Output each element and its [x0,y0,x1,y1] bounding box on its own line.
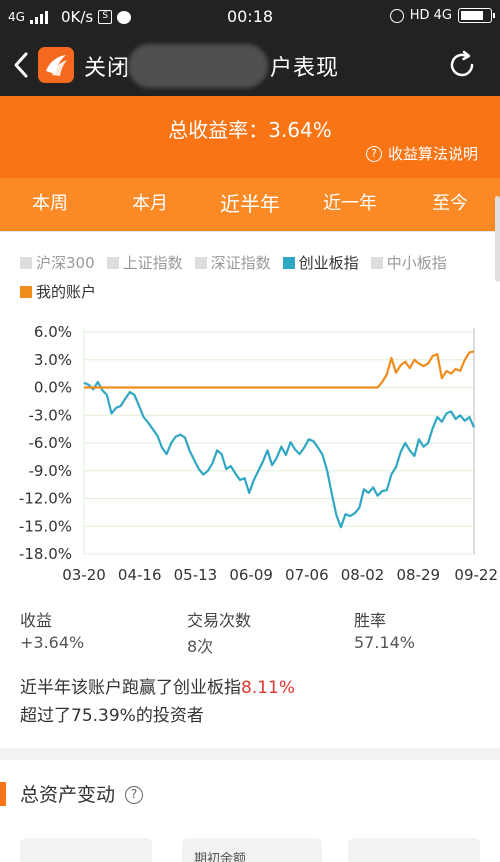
network-type: 4G [8,10,25,24]
legend-swatch [20,256,32,269]
legend-item-shenzhen[interactable]: 深证指数 [194,252,271,273]
status-right: HD 4G [389,8,495,23]
x-tick-label: 03-20 [62,566,106,584]
section-title: 总资产变动 [20,784,116,806]
y-tick-label: -18.0% [19,545,72,563]
tab-year[interactable]: 近一年 [323,193,377,214]
stat-profit: 收益 +3.64% [20,607,187,657]
return-chart-svg: 6.0% 3.0% 0.0% -3.0% -6.0% -9.0% -12.0% -15.0% -… [19,323,498,584]
y-tick-label: -3.0% [28,406,72,424]
chart-legend: 沪深300 上证指数 深证指数 创业板指 中小板指 我的账户 [20,252,490,310]
percentile-line: 超过了75.39%的投资者 [20,706,204,726]
refresh-icon[interactable] [446,49,478,81]
asset-card[interactable] [20,838,152,862]
page-title-start: 关闭 [84,56,131,81]
legend-item-sme[interactable]: 中小板指 [370,252,447,273]
stat-winrate-label: 胜率 [354,611,387,630]
asset-card-opening-balance[interactable]: 期初余额 [182,838,322,862]
x-tick-label: 09-22 [454,566,498,584]
y-tick-label: -15.0% [19,517,72,535]
stat-profit-value: +3.64% [20,633,85,652]
legend-label: 我的账户 [36,283,97,301]
legend-item-my-account[interactable]: 我的账户 [20,281,96,302]
y-tick-label: 3.0% [34,351,72,369]
tab-month[interactable]: 本月 [132,193,168,214]
asset-card[interactable] [348,838,480,862]
chevron-left-icon[interactable] [10,48,32,82]
legend-label: 沪深300 [36,254,95,272]
y-tick-label: -6.0% [28,434,72,452]
legend-item-shanghai[interactable]: 上证指数 [106,252,183,273]
app-header: 关闭 户表现 [0,34,500,96]
scroll-edge [495,196,500,282]
legend-swatch [370,256,383,269]
x-tick-label: 07-06 [285,566,329,584]
legend-item-hs300[interactable]: 沪深300 [20,252,95,273]
legend-swatch [106,256,119,269]
series-line-my-account [84,350,475,389]
legend-label: 深证指数 [210,254,271,272]
asset-cards: 期初余额 [0,838,500,862]
legend-item-chinext[interactable]: 创业板指 [282,252,359,273]
total-return: 总收益率：3.64% [168,118,332,142]
tab-week[interactable]: 本周 [32,193,68,214]
x-tick-label: 08-29 [396,566,440,584]
account-stats: 收益 +3.64% 交易次数 8次 胜率 57.14% [20,607,490,657]
legend-label: 创业板指 [298,254,359,272]
legend-swatch [194,256,207,269]
outperform-line: 近半年该账户跑赢了创业板指8.11% [20,674,295,702]
y-tick-label: -9.0% [28,462,72,480]
return-summary: 总收益率：3.64% ? 收益算法说明 [0,96,500,178]
total-assets-section-header: 总资产变动 ? [0,778,500,810]
return-algorithm-label: 收益算法说明 [387,145,478,163]
status-bar: 4G 0K/s S 00:18 HD 4G [0,0,500,34]
y-tick-label: 0.0% [34,379,72,397]
period-tabs: 本周 本月 近半年 近一年 至今 [0,178,500,232]
message-icon [117,10,132,24]
opening-balance-label: 期初余额 [194,852,247,862]
stat-trades: 交易次数 8次 [187,607,354,657]
y-tick-label: 6.0% [34,323,72,341]
return-chart: 6.0% 3.0% 0.0% -3.0% -6.0% -9.0% -12.0% -15.0% -… [0,312,500,590]
x-tick-label: 06-09 [229,566,273,584]
alarm-icon [389,8,404,23]
stat-trades-value: 8次 [187,637,214,656]
legend-swatch [20,285,32,298]
outperform-text: 近半年该账户跑赢了创业板指 [20,678,241,698]
clock: 00:18 [226,7,274,26]
legend-row-2: 我的账户 [20,281,490,302]
y-tick-label: -12.0% [19,490,72,508]
legend-label: 中小板指 [386,254,447,272]
app-notification-icon: S [98,10,113,24]
x-tick-label: 04-16 [118,566,162,584]
divider [0,231,500,232]
stat-winrate-value: 57.14% [354,633,416,652]
signal-icon [29,10,48,24]
x-tick-label: 08-02 [341,566,385,584]
question-icon[interactable]: ? [125,786,143,804]
outperform-value: 8.11% [241,678,296,698]
status-left: 4G 0K/s S [8,8,132,26]
question-icon: ? [365,145,382,162]
app-logo-icon [38,47,74,83]
legend-row-1: 沪深300 上证指数 深证指数 创业板指 中小板指 [20,252,490,273]
x-tick-label: 05-13 [174,566,218,584]
page-title-end: 户表现 [270,56,340,81]
legend-swatch [282,256,295,269]
stat-profit-label: 收益 [20,611,53,630]
tab-all-time[interactable]: 至今 [432,193,468,214]
stat-trades-label: 交易次数 [187,611,252,630]
return-algorithm-link[interactable]: ? 收益算法说明 [365,143,478,164]
section-gap [0,748,500,760]
performance-description: 近半年该账户跑赢了创业板指8.11% 超过了75.39%的投资者 [20,674,295,730]
battery-icon [458,8,495,23]
tab-half-year[interactable]: 近半年 [220,192,280,216]
legend-label: 上证指数 [122,254,183,272]
obscured-title-region [128,44,268,88]
section-accent-bar [0,782,6,806]
stat-winrate: 胜率 57.14% [354,607,415,657]
network-speed: 0K/s [60,8,94,26]
series-line-chinext [83,380,476,529]
network-indicator: HD 4G [409,8,452,23]
